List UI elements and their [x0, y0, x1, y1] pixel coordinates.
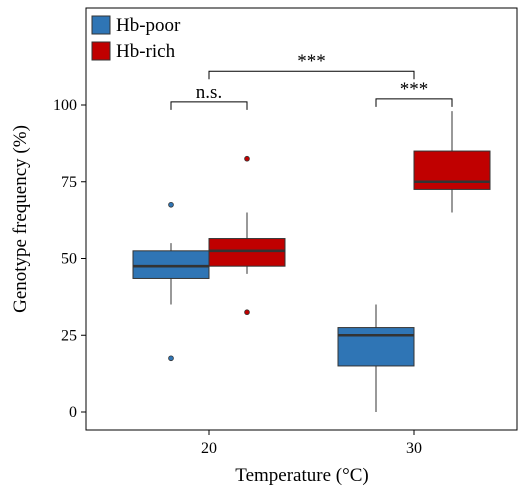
y-tick-label-50: 50 [61, 251, 77, 268]
plot-panel [85, 7, 518, 431]
y-tick-label-25: 25 [61, 327, 77, 344]
legend-swatch-hb-rich [91, 41, 111, 61]
box-hb-rich-20-outlier-0 [244, 309, 250, 316]
legend-label-hb-poor: Hb-poor [116, 15, 181, 36]
box-hb-poor-20-outlier-1 [168, 201, 174, 208]
significance-bracket-0 [170, 101, 248, 110]
significance-bracket-1 [375, 98, 453, 107]
box-hb-poor-20-iqr [132, 250, 210, 279]
x-tick-label-20: 20 [201, 440, 217, 457]
x-tick-label-30: 30 [406, 440, 422, 457]
box-hb-poor-20 [132, 201, 210, 362]
legend-swatch-hb-poor [91, 15, 111, 35]
legend: Hb-poor Hb-rich [91, 15, 181, 62]
significance-2: *** [208, 51, 415, 80]
box-hb-poor-30 [337, 304, 415, 412]
y-tick-label-75: 75 [61, 174, 77, 191]
significance-annotations: n.s. *** *** [170, 51, 453, 110]
box-hb-poor-20-outlier-0 [168, 355, 174, 362]
significance-label-2: *** [297, 51, 326, 72]
significance-bracket-2 [208, 70, 415, 80]
axis-ticks: 0 25 50 75 100 20 30 [53, 97, 422, 457]
box-hb-rich-20 [208, 155, 286, 316]
y-tick-label-0: 0 [69, 404, 77, 421]
box-hb-rich-30-iqr [413, 150, 491, 190]
x-axis-title: Temperature (°C) [235, 465, 368, 486]
box-hb-rich-30 [413, 111, 491, 213]
box-hb-rich-20-outlier-1 [244, 155, 250, 162]
y-tick-label-100: 100 [53, 97, 77, 114]
box-hb-rich-20-iqr [208, 238, 286, 267]
significance-label-1: *** [400, 79, 429, 100]
significance-label-0: n.s. [196, 82, 222, 103]
y-axis-title: Genotype frequency (%) [10, 125, 31, 313]
boxes [132, 111, 491, 412]
significance-0: n.s. [170, 82, 248, 110]
legend-label-hb-rich: Hb-rich [116, 41, 176, 62]
significance-1: *** [375, 79, 453, 107]
box-hb-poor-30-iqr [337, 327, 415, 367]
